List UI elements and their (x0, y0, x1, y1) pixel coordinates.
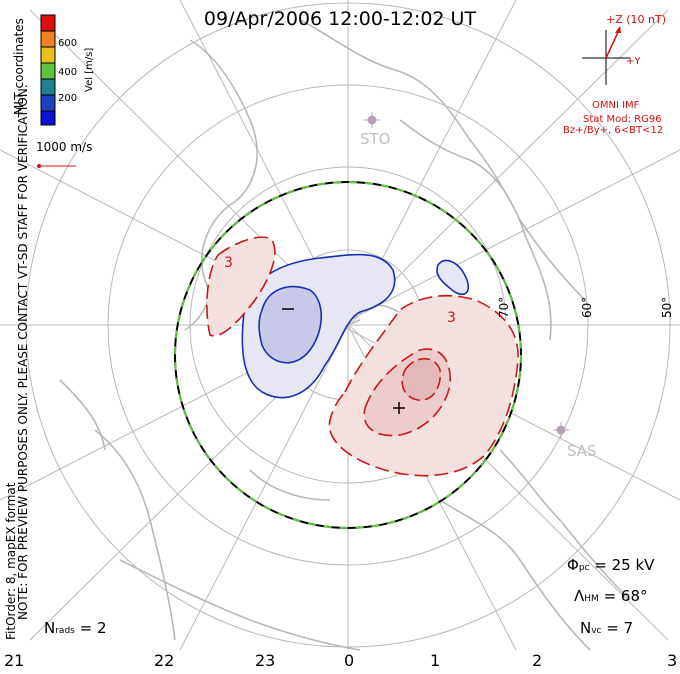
stat-model: Stat Mod: RG96 (583, 114, 662, 125)
colorbar-label: Vel [m/s] (84, 47, 95, 92)
nvc-value: = 7 (606, 619, 634, 637)
mlt-label-23: 23 (255, 651, 276, 670)
contour-label-dawn: 3 (447, 310, 456, 326)
station-marker-sto (364, 112, 380, 128)
lambda-symbol: Λ (574, 587, 585, 605)
hm-boundary-dashes (174, 181, 522, 529)
mlt-label-1: 1 (430, 651, 441, 670)
imf-clock (582, 26, 630, 85)
imf-y-label: +Y (626, 56, 641, 67)
negative-cell (241, 253, 470, 399)
preview-note: NOTE: FOR PREVIEW PURPOSES ONLY. PLEASE … (16, 84, 30, 620)
nrads-value: = 2 (79, 619, 107, 637)
latitude-label-50: 50° (660, 296, 674, 318)
positive-cell (206, 236, 519, 477)
station-label-sto: STO (360, 130, 391, 148)
map-title: 09/Apr/2006 12:00-12:02 UT (203, 8, 477, 30)
imf-condition: Bz+/By+, 6<BT<12 (563, 125, 664, 136)
contour-label-dusk: 3 (224, 255, 233, 271)
mlt-label-21: 21 (4, 651, 25, 670)
station-marker-sas (553, 422, 569, 438)
nrads-subscript: rads (55, 626, 75, 636)
mlt-label-0: 0 (344, 651, 355, 670)
vector-scale-label: 1000 m/s (36, 140, 93, 154)
lambda-value: = 68° (603, 587, 648, 605)
phi-value: = 25 kV (594, 556, 655, 574)
mlt-label-2: 2 (532, 651, 543, 670)
coastlines (59, 19, 631, 651)
colorbar-tick-600: 600 (58, 38, 78, 49)
fit-order-note: FitOrder: 8, mapEX format (4, 482, 18, 640)
velocity-colorbar (40, 14, 56, 126)
phi-subscript: pc (578, 563, 590, 573)
latitude-label-70: 70° (497, 296, 511, 318)
colorbar-tick-400: 400 (58, 67, 78, 78)
station-label-sas: SAS (567, 442, 597, 460)
imf-z-label: +Z (10 nT) (606, 13, 667, 26)
nvc-symbol: N (580, 619, 592, 637)
hm-latitude: ΛHM = 68° (574, 587, 648, 605)
vector-count: Nvc = 7 (580, 619, 633, 637)
lambda-subscript: HM (584, 594, 599, 604)
mlt-label-3: 3 (667, 651, 678, 670)
cross-polar-potential: Φpc = 25 kV (567, 556, 654, 574)
imf-source: OMNI IMF (592, 100, 640, 111)
mlt-label-22: 22 (154, 651, 175, 670)
potential-max-marker (393, 402, 405, 414)
latitude-label-60: 60° (580, 296, 594, 318)
nvc-subscript: vc (591, 626, 602, 636)
phi-symbol: Φ (567, 556, 579, 574)
nrads-symbol: N (44, 619, 56, 637)
vector-scale-arrow (37, 164, 76, 168)
radar-count: Nrads = 2 (44, 619, 107, 637)
colorbar-tick-200: 200 (58, 93, 78, 104)
